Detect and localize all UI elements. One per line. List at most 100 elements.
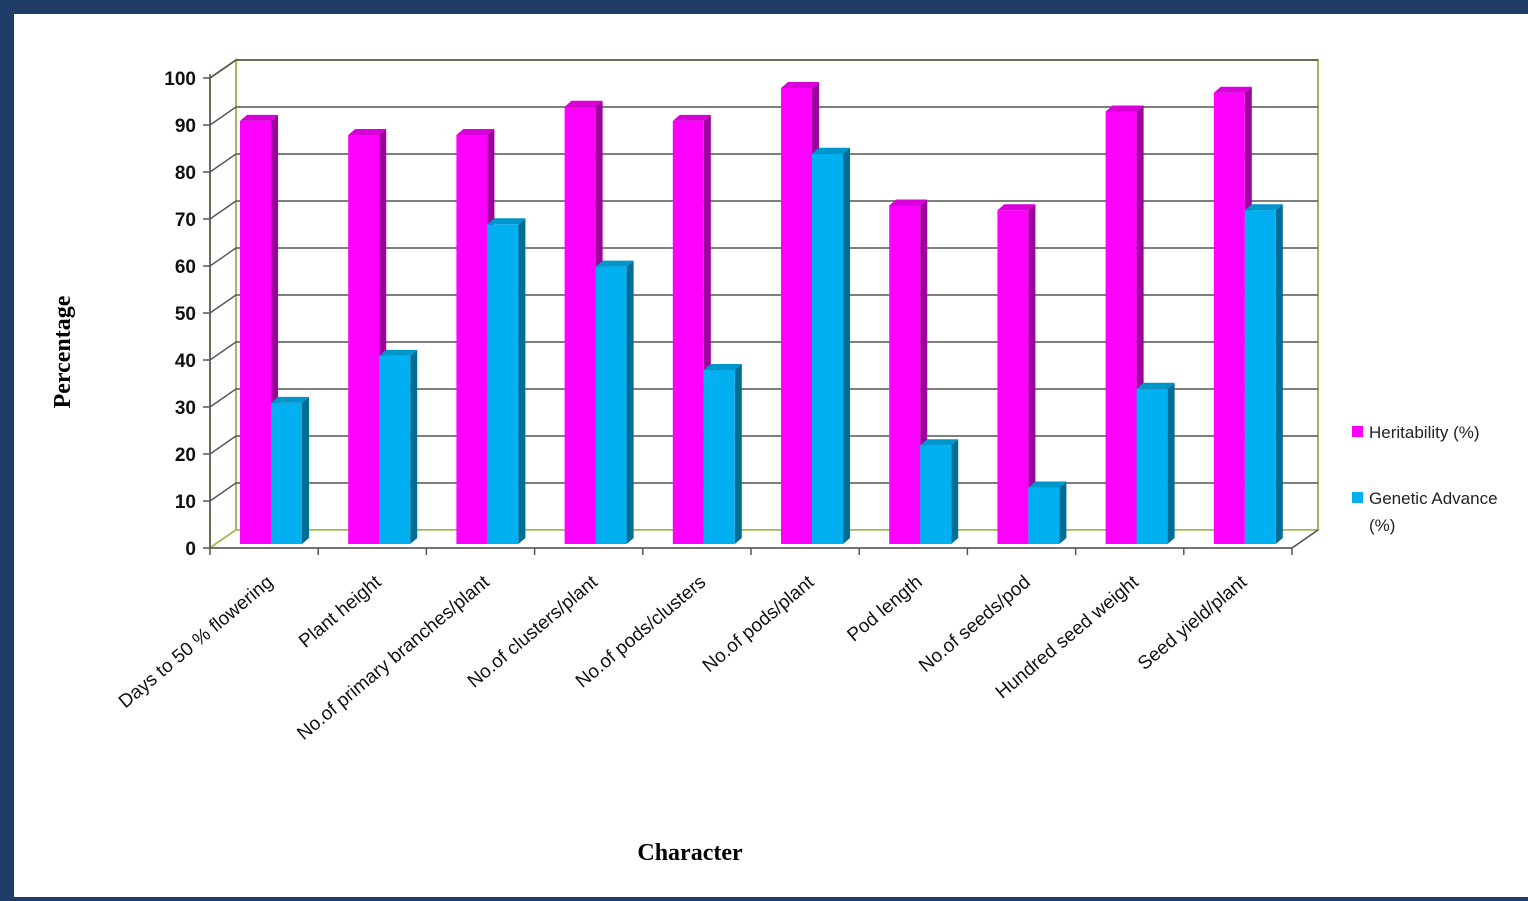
bar-front bbox=[781, 88, 812, 544]
gridline bbox=[209, 435, 1318, 455]
bar-side bbox=[843, 147, 850, 545]
bar-genetic-advance bbox=[1028, 481, 1067, 544]
bar-top bbox=[1028, 481, 1067, 488]
bar-genetic-advance bbox=[1244, 204, 1283, 544]
bar-front bbox=[487, 224, 519, 545]
bar-top bbox=[348, 129, 387, 135]
x-tick-label: Days to 50 % flowering bbox=[115, 572, 277, 713]
bar-front bbox=[379, 355, 411, 544]
x-tick-label: No.of primary branches/plant bbox=[293, 571, 494, 744]
legend-swatch bbox=[1352, 492, 1363, 503]
bar-top bbox=[703, 364, 742, 370]
bar-top bbox=[240, 114, 278, 121]
gridline bbox=[209, 388, 1318, 408]
y-tick-label: 20 bbox=[175, 445, 196, 466]
bar-front bbox=[595, 266, 627, 544]
y-axis-title: Percentage bbox=[50, 295, 76, 408]
x-tick-label: No.of pods/plant bbox=[699, 571, 819, 676]
y-tick-label: 10 bbox=[175, 492, 196, 513]
bar-front bbox=[564, 106, 596, 545]
gridline bbox=[209, 106, 1318, 126]
bar-top bbox=[920, 439, 959, 446]
bar-genetic-advance bbox=[271, 396, 309, 544]
bar-top bbox=[1136, 382, 1175, 389]
bar-front bbox=[271, 402, 302, 544]
y-tick-label: 30 bbox=[175, 398, 196, 419]
bar-top bbox=[889, 199, 928, 206]
bar-front bbox=[1213, 92, 1245, 544]
bar-heritability bbox=[1105, 105, 1144, 544]
bar-front bbox=[703, 370, 735, 544]
bar-genetic-advance bbox=[1136, 382, 1175, 544]
bar-front bbox=[1244, 210, 1276, 544]
bar-genetic-advance bbox=[920, 439, 959, 544]
gridline bbox=[209, 59, 1318, 79]
bar-side bbox=[410, 349, 418, 544]
floor-edge bbox=[1291, 529, 1319, 549]
bar-side bbox=[734, 364, 742, 544]
x-tick-label: Pod length bbox=[843, 572, 926, 646]
y-tick-label: 100 bbox=[164, 69, 196, 90]
x-tick-label: Seed yield/plant bbox=[1134, 571, 1252, 674]
x-tick-labels: Days to 50 % flowering Plant heightNo.of … bbox=[115, 571, 1252, 744]
axes bbox=[203, 74, 1319, 555]
bar-genetic-advance bbox=[812, 147, 850, 545]
bars bbox=[240, 82, 1283, 545]
bar-top bbox=[1244, 204, 1283, 211]
legend-label: Genetic Advance bbox=[1369, 489, 1498, 508]
gridlines bbox=[209, 59, 1318, 502]
gridline bbox=[209, 247, 1318, 267]
x-tick-label: Plant height bbox=[295, 571, 386, 652]
bar-top bbox=[1105, 105, 1144, 112]
x-axis-title: Character bbox=[637, 840, 743, 866]
legend-label: (%) bbox=[1369, 516, 1395, 535]
bar-front bbox=[1105, 111, 1137, 544]
bar-front bbox=[997, 210, 1029, 544]
y-tick-label: 70 bbox=[175, 210, 196, 231]
bar-top bbox=[1213, 86, 1252, 93]
y-tick-label: 50 bbox=[175, 304, 196, 325]
bar-top bbox=[595, 260, 634, 267]
bar-genetic-advance bbox=[595, 260, 634, 544]
bar-front bbox=[1028, 487, 1060, 544]
x-tick-label: No.of seeds/pod bbox=[915, 572, 1035, 677]
y-tick-label: 0 bbox=[185, 539, 196, 560]
bar-top bbox=[379, 349, 418, 356]
bar-front bbox=[456, 135, 488, 544]
bar-heritability bbox=[997, 204, 1036, 544]
bar-side bbox=[1167, 382, 1175, 544]
y-tick-label: 80 bbox=[175, 163, 196, 184]
bar-side bbox=[1275, 204, 1283, 544]
bar-side bbox=[626, 260, 634, 544]
bar-side bbox=[951, 439, 959, 544]
y-tick-label: 40 bbox=[175, 351, 196, 372]
bar-genetic-advance bbox=[703, 364, 742, 544]
legend: Heritability (%) Genetic Advance (%) bbox=[1352, 423, 1498, 535]
bar-top bbox=[812, 147, 850, 154]
gridline bbox=[209, 341, 1318, 361]
bar-front bbox=[1136, 388, 1168, 544]
bar-side bbox=[518, 218, 526, 545]
gridline bbox=[209, 153, 1318, 173]
bar-front bbox=[240, 120, 271, 545]
bar-side bbox=[1059, 481, 1067, 544]
legend-label: Heritability (%) bbox=[1369, 423, 1480, 442]
bar-front bbox=[672, 120, 704, 545]
bar-heritability bbox=[1213, 86, 1252, 544]
bar-top bbox=[271, 396, 309, 403]
bar-top bbox=[487, 218, 526, 225]
y-tick-labels: 0 10 20 30 40 50 60 70 80 90 100 bbox=[164, 69, 196, 560]
bar-front bbox=[920, 445, 952, 544]
bar-front bbox=[889, 205, 921, 544]
bar-top bbox=[672, 114, 711, 121]
bar-front bbox=[348, 135, 380, 544]
y-tick-label: 60 bbox=[175, 257, 196, 278]
gridline bbox=[209, 200, 1318, 220]
bar-top bbox=[456, 129, 495, 135]
bar-front bbox=[812, 153, 843, 545]
legend-swatch bbox=[1352, 426, 1363, 437]
gridline bbox=[209, 294, 1318, 314]
bar-genetic-advance bbox=[487, 218, 526, 545]
bar-top bbox=[781, 82, 819, 88]
